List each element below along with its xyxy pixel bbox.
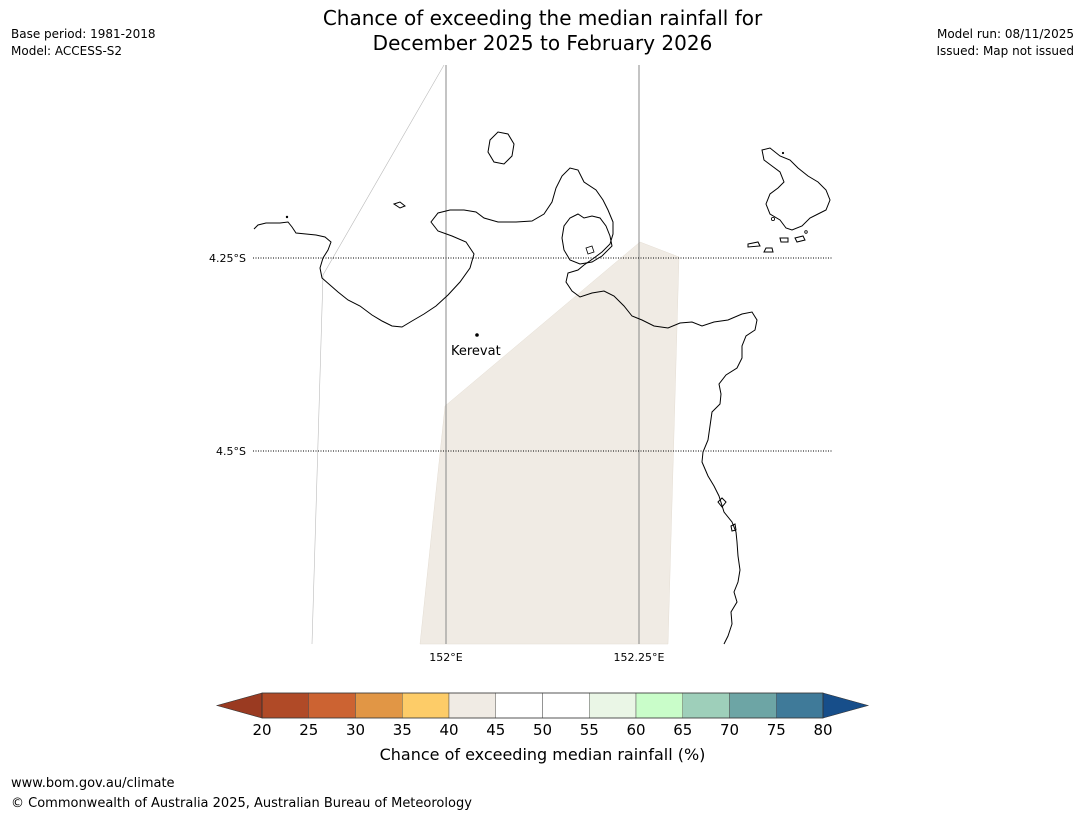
colorbar-tick-55: 55	[580, 721, 599, 739]
colorbar-over-arrow	[822, 692, 870, 719]
islet-east-1	[717, 497, 727, 508]
colorbar-swatches	[261, 692, 824, 719]
colorbar-swatch-35-40	[402, 692, 450, 719]
colorbar-tick-65: 65	[673, 721, 692, 739]
title-line-1: Chance of exceeding the median rainfall …	[322, 6, 763, 30]
meta-left: Base period: 1981-2018 Model: ACCESS-S2	[11, 26, 156, 60]
colorbar-tick-60: 60	[626, 721, 645, 739]
kerevat-marker	[475, 333, 479, 337]
colorbar-swatch-75-80	[776, 692, 824, 719]
colorbar-tick-20: 20	[252, 721, 271, 739]
colorbar-swatch-65-70	[682, 692, 730, 719]
colorbar-swatch-40-45	[448, 692, 496, 719]
model-text: Model: ACCESS-S2	[11, 44, 123, 58]
colorbar-swatch-70-75	[729, 692, 777, 719]
duke-of-york-islet-4	[794, 235, 806, 243]
duke-of-york-dot-2	[781, 151, 785, 155]
colorbar-tick-45: 45	[486, 721, 505, 739]
colorbar-frame	[261, 692, 824, 719]
islet-dot	[285, 215, 289, 219]
footer-url[interactable]: www.bom.gov.au/climate	[11, 776, 175, 791]
lat-label-4-5s: 4.5°S	[216, 445, 246, 458]
colorbar-tick-25: 25	[299, 721, 318, 739]
colorbar-swatch-50-55	[542, 692, 590, 719]
colorbar-tick-70: 70	[720, 721, 739, 739]
colorbar-tick-35: 35	[393, 721, 412, 739]
coastline-west	[253, 167, 758, 645]
islet-west	[392, 201, 406, 209]
title-line-2: December 2025 to February 2026	[372, 31, 713, 55]
forecast-region-40-45	[419, 241, 680, 645]
colorbar-swatch-25-30	[308, 692, 356, 719]
colorbar-swatch-60-65	[635, 692, 683, 719]
colorbar-tick-40: 40	[439, 721, 458, 739]
colorbar-tick-80: 80	[813, 721, 832, 739]
colorbar-label: Chance of exceeding median rainfall (%)	[379, 745, 706, 764]
colorbar-tick-30: 30	[346, 721, 365, 739]
duke-of-york-islet-2	[763, 247, 774, 253]
meta-right: Model run: 08/11/2025 Issued: Map not is…	[936, 26, 1074, 60]
coastline-bay	[561, 213, 613, 265]
lon-label-152-25e: 152.25°E	[614, 651, 665, 664]
colorbar-under-arrow	[215, 692, 263, 719]
colorbar-tick-75: 75	[767, 721, 786, 739]
model-run-text: Model run: 08/11/2025	[936, 27, 1074, 41]
colorbar-tick-50: 50	[533, 721, 552, 739]
coastline-bay-island	[585, 245, 595, 255]
colorbar-ticks: 20 25 30 35 40 45 50 55 60 65 70 75 80	[252, 721, 832, 739]
lon-label-152e: 152°E	[429, 651, 462, 664]
duke-of-york-dot-3	[804, 230, 808, 234]
island-watom	[487, 131, 515, 165]
colorbar-swatch-55-60	[589, 692, 637, 719]
colorbar-swatch-30-35	[355, 692, 403, 719]
duke-of-york-dot-1	[771, 216, 776, 221]
duke-of-york-islet-1	[747, 241, 761, 248]
map-title: Chance of exceeding the median rainfall …	[240, 6, 845, 56]
footer-copyright: © Commonwealth of Australia 2025, Austra…	[11, 796, 472, 811]
islet-east-2	[730, 523, 737, 532]
issued-text: Issued: Map not issued	[936, 44, 1074, 58]
duke-of-york-islands	[761, 147, 831, 231]
base-period-text: Base period: 1981-2018	[11, 27, 156, 41]
lat-label-4-25s: 4.25°S	[209, 252, 246, 265]
colorbar-swatch-20-25	[261, 692, 309, 719]
kerevat-label: Kerevat	[451, 344, 501, 359]
colorbar-swatch-45-50	[495, 692, 543, 719]
projection-boundary	[311, 64, 445, 645]
footer: www.bom.gov.au/climate © Commonwealth of…	[11, 774, 472, 814]
duke-of-york-islet-3	[779, 237, 789, 243]
